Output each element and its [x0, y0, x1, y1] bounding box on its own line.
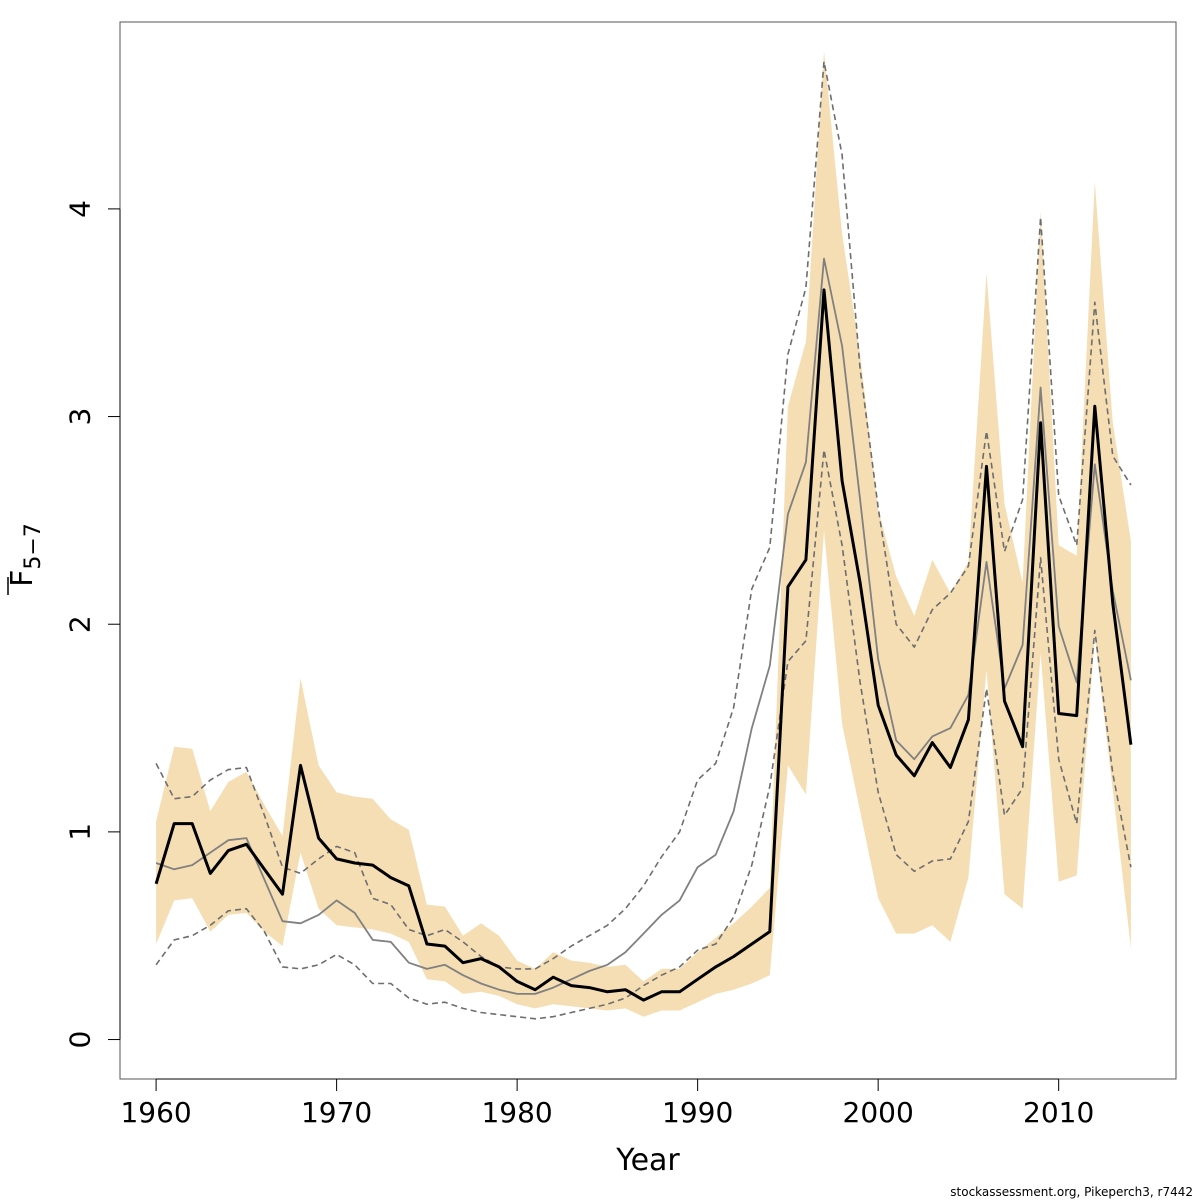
y-axis-label-subscript: 5−7 [21, 523, 46, 569]
confidence-band [156, 51, 1131, 1017]
y-tick-label: 3 [64, 408, 97, 426]
previous-ci-upper-line [155, 60, 1132, 970]
x-tick-label: 2000 [843, 1096, 914, 1129]
x-tick-label: 1960 [120, 1096, 191, 1129]
confidence-band-layer [156, 51, 1131, 1017]
y-tick-label: 4 [64, 200, 97, 218]
x-tick-label: 2010 [1023, 1096, 1094, 1129]
y-axis-label-text: F5−7 [5, 523, 46, 587]
y-axis-label-main: F [5, 570, 40, 587]
series-line-layer [154, 60, 1133, 1020]
estimate-line [154, 288, 1133, 1002]
x-axis-label: Year [615, 1143, 680, 1178]
previous-estimate-line [155, 257, 1132, 995]
y-tick-label: 1 [64, 823, 97, 841]
caption-text: stockassessment.org, Pikeperch3, r7442 [950, 1185, 1193, 1199]
x-tick-label: 1990 [662, 1096, 733, 1129]
x-tick-label: 1970 [301, 1096, 372, 1129]
previous-ci-lower-line [155, 448, 1132, 1020]
x-tick-label: 1980 [481, 1096, 552, 1129]
y-axis: 0 1 2 3 4 [64, 200, 121, 1048]
y-tick-label: 2 [64, 615, 97, 633]
x-axis: 1960 1970 1980 1990 2000 2010 [120, 1078, 1094, 1129]
y-axis-label: F5−7 [5, 523, 46, 595]
y-tick-label: 0 [64, 1031, 97, 1049]
